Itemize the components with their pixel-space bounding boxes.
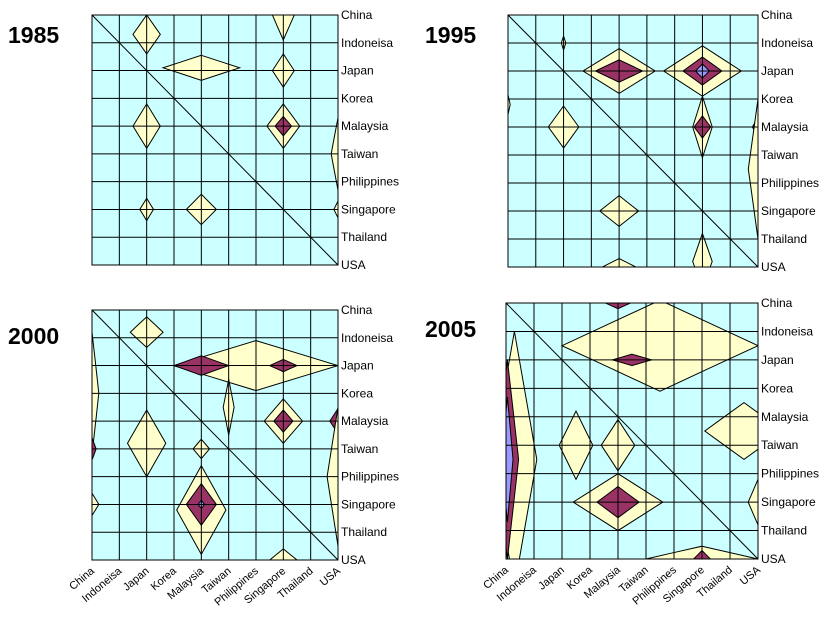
row-tick-label: Korea xyxy=(341,386,373,400)
row-tick-label: Japan xyxy=(761,64,794,78)
row-tick-label: Taiwan xyxy=(761,148,798,162)
plot-frame xyxy=(91,14,339,266)
row-tick-label: Thailand xyxy=(341,230,387,244)
row-tick-label: Singapore xyxy=(341,497,396,511)
panel-2005: 2005 China Indoneisa Japan Korea Malaysia Taiw… xyxy=(425,296,819,607)
panel-2000: 2000 China Indoneisa Japan Korea Malaysia Taiw… xyxy=(8,303,399,608)
row-tick-label: Indoneisa xyxy=(341,36,393,50)
row-tick-label: USA xyxy=(341,553,366,567)
panel-year-title: 2005 xyxy=(425,316,476,342)
panel-year-title: 2000 xyxy=(8,323,59,349)
row-tick-label: Taiwan xyxy=(761,438,798,452)
row-tick-label: Singapore xyxy=(761,204,816,218)
panel-1995: 1995 China Indoneisa Japan Korea Malaysia Taiw… xyxy=(425,8,819,274)
panel-year-title: 1995 xyxy=(425,22,476,48)
row-tick-label: Taiwan xyxy=(341,147,378,161)
panel-1985: 1985 China Indoneisa Japan Korea Malaysia Taiw… xyxy=(8,8,399,272)
row-tick-label: USA xyxy=(761,260,786,274)
contour-low-region xyxy=(560,303,758,392)
col-tick-label: USA xyxy=(318,565,344,589)
col-tick-label: Japan xyxy=(121,565,152,593)
row-tick-label: Philippines xyxy=(761,467,819,481)
row-tick-label: Thailand xyxy=(341,525,387,539)
row-tick-label: Korea xyxy=(761,92,793,106)
row-tick-label: Thailand xyxy=(761,524,807,538)
row-tick-label: China xyxy=(341,303,373,317)
diagonal-line xyxy=(505,302,759,560)
col-tick-label: USA xyxy=(738,564,764,588)
row-tick-label: Philippines xyxy=(341,470,399,484)
row-tick-label: China xyxy=(761,8,793,22)
row-tick-label: Malaysia xyxy=(341,414,389,428)
panel-year-title: 1985 xyxy=(8,22,59,48)
row-tick-label: Philippines xyxy=(761,176,819,190)
col-tick-label: Japan xyxy=(536,564,567,592)
diagonal-line xyxy=(91,14,339,266)
plot-frame xyxy=(505,302,759,560)
row-tick-label: Malaysia xyxy=(761,410,809,424)
row-tick-label: Indoneisa xyxy=(761,36,813,50)
row-tick-label: USA xyxy=(341,258,366,272)
row-tick-label: Malaysia xyxy=(761,120,809,134)
row-tick-label: Korea xyxy=(761,381,793,395)
diagonal-line xyxy=(91,309,339,561)
plot-frame xyxy=(507,14,759,268)
row-tick-label: USA xyxy=(761,552,786,566)
row-tick-label: Indoneisa xyxy=(341,331,393,345)
row-tick-label: Singapore xyxy=(761,495,816,509)
row-tick-label: Philippines xyxy=(341,175,399,189)
row-tick-label: Indoneisa xyxy=(761,324,813,338)
row-tick-label: Taiwan xyxy=(341,442,378,456)
contour-high-region xyxy=(506,396,514,523)
row-tick-label: Japan xyxy=(341,64,374,78)
contour-low-region xyxy=(508,94,511,115)
row-tick-label: Japan xyxy=(341,359,374,373)
row-tick-label: China xyxy=(341,8,373,22)
row-tick-label: Singapore xyxy=(341,202,396,216)
row-tick-label: China xyxy=(761,296,793,310)
diagonal-line xyxy=(507,14,759,268)
row-tick-label: Korea xyxy=(341,91,373,105)
row-tick-label: Thailand xyxy=(761,232,807,246)
row-tick-label: Japan xyxy=(761,353,794,367)
plot-frame xyxy=(91,309,339,561)
contour-low-region xyxy=(747,98,758,240)
row-tick-label: Malaysia xyxy=(341,119,389,133)
